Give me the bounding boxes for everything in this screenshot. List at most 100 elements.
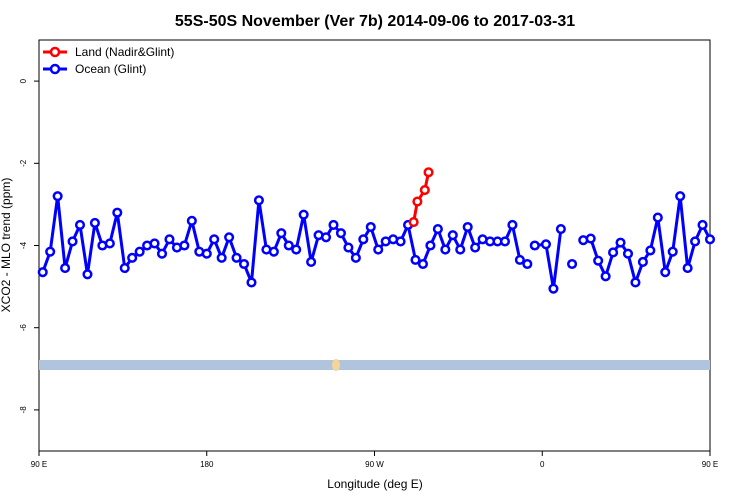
ocean-series-point [328,219,339,230]
ocean-series-point [350,252,361,263]
ocean-series-point [432,224,443,235]
ocean-series-point [697,219,708,230]
ocean-series-point [593,255,604,266]
ocean-series-point [608,247,619,258]
ocean-series-point [45,246,56,257]
ocean-series-point [637,256,648,267]
plot-frame [38,39,711,452]
y-axis-label: XCO2 - MLO trend (ppm) [0,178,13,313]
ocean-series-point [652,212,663,223]
ocean-series-point [52,191,63,202]
x-tick-label: 90 W [365,460,384,469]
ocean-series-point [224,232,235,243]
ocean-series-point [470,242,481,253]
ocean-series-point [567,258,578,270]
land-series-point [419,184,430,196]
ocean-series-point [440,244,451,255]
ocean-series-point [291,244,302,255]
ocean-series-point [540,239,552,250]
ocean-series-point [447,230,458,241]
ocean-series-point [365,221,376,233]
ocean-series-point [238,258,250,270]
y-tick-label: -8 [19,406,28,414]
ocean-series-point [164,234,175,245]
ocean-series-point [675,191,686,202]
ocean-series-point [514,254,525,265]
ocean-series-point [630,277,641,288]
series-layer [37,167,716,294]
legend-ocean-label: Ocean (Glint) [75,62,146,76]
ocean-series-point [246,277,257,288]
land-series-point [412,196,423,207]
ocean-series-point [298,209,309,220]
ocean-series-point [373,244,384,255]
ocean-series-point [320,232,332,243]
ocean-series-point [343,242,354,253]
ocean-series-point [209,234,220,245]
chart-title: 55S-50S November (Ver 7b) 2014-09-06 to … [175,13,575,30]
legend-ocean-marker [49,63,61,75]
ocean-series-point [704,234,716,245]
ocean-series-point [186,215,197,226]
legend: Land (Nadir&Glint) Ocean (Glint) [43,45,174,76]
land-series-point [423,167,434,178]
ocean-series-point [119,263,130,274]
ocean-series-point [149,238,160,249]
ocean-series-point [615,237,626,248]
ocean-series-point [499,236,511,247]
ocean-series-point [82,269,93,280]
ocean-series-point [74,219,86,230]
y-tick-label: -4 [19,241,28,249]
ocean-series-point [660,267,671,278]
ocean-series-point [417,258,429,270]
ocean-series-point [37,267,48,278]
ocean-series-line [534,228,563,291]
ocean-series-point [89,217,100,228]
x-axis-label: Longitude (deg E) [327,477,422,491]
ocean-series-point [201,248,212,259]
ocean-series-point [395,236,406,247]
ocean-series-point [548,283,559,294]
ocean-series-point [216,252,227,263]
ocean-series-point [507,219,518,230]
ocean-series-point [690,236,701,247]
ocean-series-point [179,240,190,251]
y-tick-label: 0 [19,78,28,83]
ocean-series-point [529,240,540,251]
ocean-series-point [283,240,294,251]
ocean-series-point [522,258,533,270]
y-tick-label: -6 [19,324,28,332]
ocean-series-point [455,244,466,255]
x-tick-label: 90 E [31,460,47,469]
ocean-series-point [555,224,566,235]
coverage-band [39,360,710,370]
land-series-point [408,217,419,228]
ocean-series-point [276,228,287,239]
ocean-series-point [104,238,115,249]
ocean-series-point [682,263,693,274]
y-tick-label: -2 [19,159,28,167]
ocean-series-point [335,228,347,239]
ocean-series-point [156,248,168,259]
land-coverage-marker [332,359,340,371]
ocean-series-point [268,246,279,257]
ocean-series-point [462,221,473,233]
land-series-line [412,172,431,223]
ocean-series-point [134,246,145,257]
ocean-series-point [253,195,264,206]
legend-land-marker [49,46,61,58]
ocean-series-point [60,263,71,274]
ocean-series-point [645,245,656,256]
x-tick-label: 0 [540,460,545,469]
ocean-series-point [425,240,436,251]
ocean-series-point [667,246,678,257]
ocean-series-point [127,252,138,263]
ocean-series-point [585,233,596,244]
ocean-series-point [410,254,421,265]
ocean-series-point [358,234,369,245]
ocean-series-point [306,256,317,267]
x-axis: 90 E 180 90 W 0 90 E [31,451,718,469]
ocean-series-point [231,252,242,263]
ocean-series-point [622,248,634,259]
